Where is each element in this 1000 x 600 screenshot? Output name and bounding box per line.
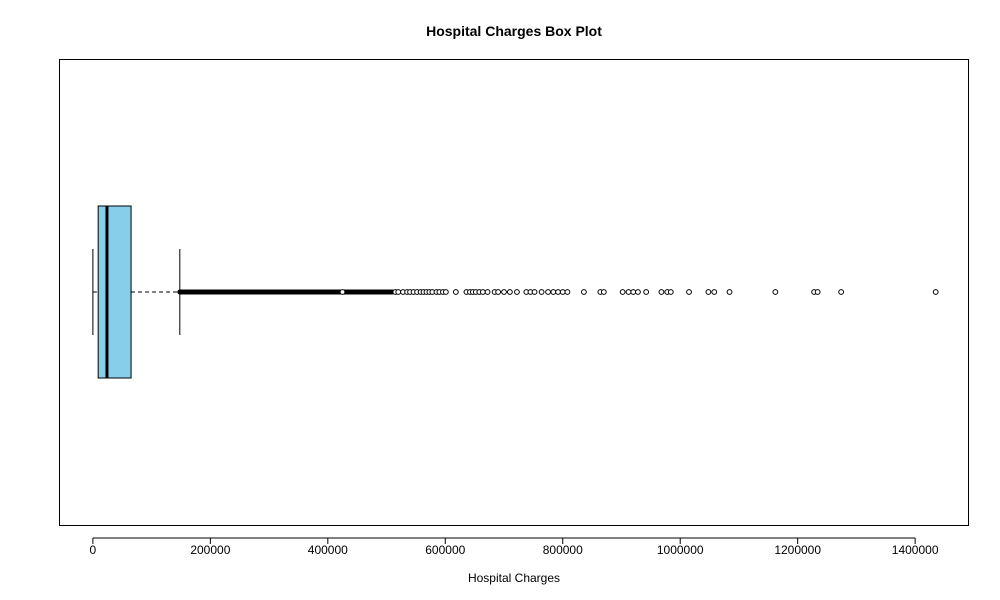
iqr-box xyxy=(97,205,132,379)
x-tick-label: 800000 xyxy=(543,543,583,557)
outlier-point xyxy=(726,289,733,295)
outlier-point xyxy=(555,289,561,295)
outlier-point xyxy=(667,289,674,295)
x-axis: 0 200000 400000 600000 800000 1000000 1200000 1… xyxy=(90,537,939,557)
outlier-point xyxy=(495,289,502,295)
outlier-point xyxy=(643,289,650,295)
outlier-point xyxy=(564,289,571,295)
outlier-point xyxy=(658,289,665,295)
outlier-point xyxy=(339,289,346,295)
outlier-point xyxy=(501,289,507,295)
outlier-point xyxy=(705,289,712,295)
box-group xyxy=(97,205,132,379)
outlier-point xyxy=(814,289,821,295)
outlier-point xyxy=(838,289,845,295)
outlier-point xyxy=(559,289,566,295)
outlier-point xyxy=(550,289,557,295)
outliers-group xyxy=(177,289,939,295)
plot-frame xyxy=(59,59,969,526)
outlier-point xyxy=(625,289,632,295)
outlier-point xyxy=(600,289,607,295)
x-axis-label: Hospital Charges xyxy=(468,571,560,585)
outlier-point xyxy=(619,289,626,295)
x-tick-label: 200000 xyxy=(190,543,230,557)
x-tick-label: 600000 xyxy=(425,543,465,557)
outlier-point xyxy=(452,289,459,295)
x-tick-label: 400000 xyxy=(308,543,348,557)
x-tick-label: 0 xyxy=(90,543,97,557)
outlier-point xyxy=(538,289,545,295)
outlier-point xyxy=(580,289,587,295)
outlier-point xyxy=(635,289,641,295)
x-tick-label: 1200000 xyxy=(774,543,821,557)
outlier-point xyxy=(932,289,939,295)
outlier-point xyxy=(686,289,692,295)
outlier-point xyxy=(479,289,486,295)
outlier-point xyxy=(531,289,538,295)
outlier-point xyxy=(711,289,718,295)
outlier-point xyxy=(545,289,551,295)
outlier-point xyxy=(630,289,637,295)
outlier-point xyxy=(395,289,402,295)
chart-title: Hospital Charges Box Plot xyxy=(426,23,602,39)
outlier-point xyxy=(772,289,779,295)
outlier-point xyxy=(484,289,491,295)
outlier-point xyxy=(442,289,449,295)
x-tick-label: 1400000 xyxy=(892,543,939,557)
outlier-dense-band xyxy=(177,289,395,295)
outlier-point xyxy=(514,289,520,295)
x-tick-label: 1000000 xyxy=(657,543,704,557)
outlier-point xyxy=(506,289,513,295)
